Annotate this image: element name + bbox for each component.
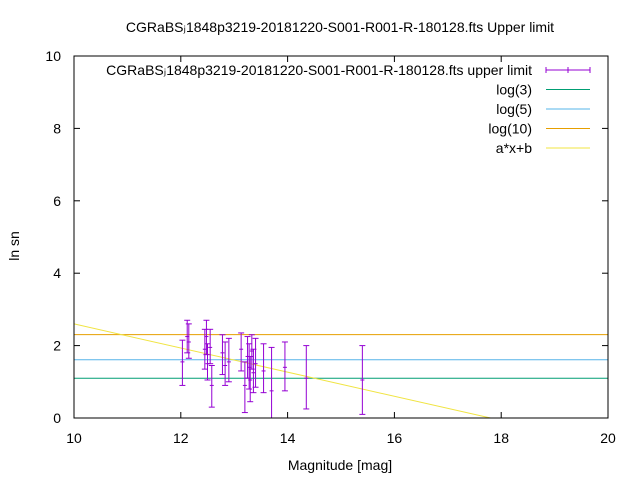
data-point xyxy=(238,332,245,372)
data-point xyxy=(246,343,253,390)
data-point xyxy=(225,337,232,383)
y-tick-label: 10 xyxy=(45,48,61,64)
y-tick-label: 2 xyxy=(53,338,61,354)
data-point xyxy=(203,319,210,356)
axes xyxy=(73,55,609,419)
data-point xyxy=(359,345,366,415)
data-point xyxy=(252,337,259,388)
x-tick-label: 14 xyxy=(280,430,296,446)
chart-title: CGRaBSⱼ1848p3219-20181220-S001-R001-R-18… xyxy=(126,19,554,35)
data-point xyxy=(303,345,310,410)
legend-swatch xyxy=(545,67,591,73)
data-point xyxy=(219,334,226,376)
data-point xyxy=(208,365,215,408)
data-point xyxy=(268,346,275,418)
legend-label: a*x+b xyxy=(496,140,532,156)
data-point xyxy=(179,339,186,386)
data-point xyxy=(185,323,192,359)
legend-label: log(5) xyxy=(496,101,532,117)
tick-labels: 10 12 14 16 18 20 0 2 4 6 8 10 xyxy=(45,48,616,446)
plot-border xyxy=(73,55,609,419)
x-tick-label: 12 xyxy=(173,430,189,446)
legend-label: CGRaBSⱼ1848p3219-20181220-S001-R001-R-18… xyxy=(106,62,532,78)
x-tick-label: 18 xyxy=(493,430,509,446)
y-tick-label: 8 xyxy=(53,120,61,136)
data-point xyxy=(207,328,214,365)
y-tick-label: 0 xyxy=(53,410,61,426)
legend-label: log(10) xyxy=(488,121,532,137)
y-tick-label: 4 xyxy=(53,265,61,281)
plot-area xyxy=(74,319,608,418)
data-point xyxy=(222,341,229,386)
legend-label: log(3) xyxy=(496,82,532,98)
data-point xyxy=(247,355,254,403)
legend: CGRaBSⱼ1848p3219-20181220-S001-R001-R-18… xyxy=(106,62,591,156)
y-tick-label: 6 xyxy=(53,193,61,209)
data-point xyxy=(260,343,267,394)
y-axis-label: ln sn xyxy=(6,231,22,261)
x-axis-label: Magnitude [mag] xyxy=(288,457,392,473)
data-point xyxy=(281,341,288,392)
x-tick-label: 10 xyxy=(66,430,82,446)
series-line-4 xyxy=(74,323,491,418)
x-tick-label: 16 xyxy=(387,430,403,446)
x-tick-label: 20 xyxy=(600,430,616,446)
data-point xyxy=(241,361,248,414)
